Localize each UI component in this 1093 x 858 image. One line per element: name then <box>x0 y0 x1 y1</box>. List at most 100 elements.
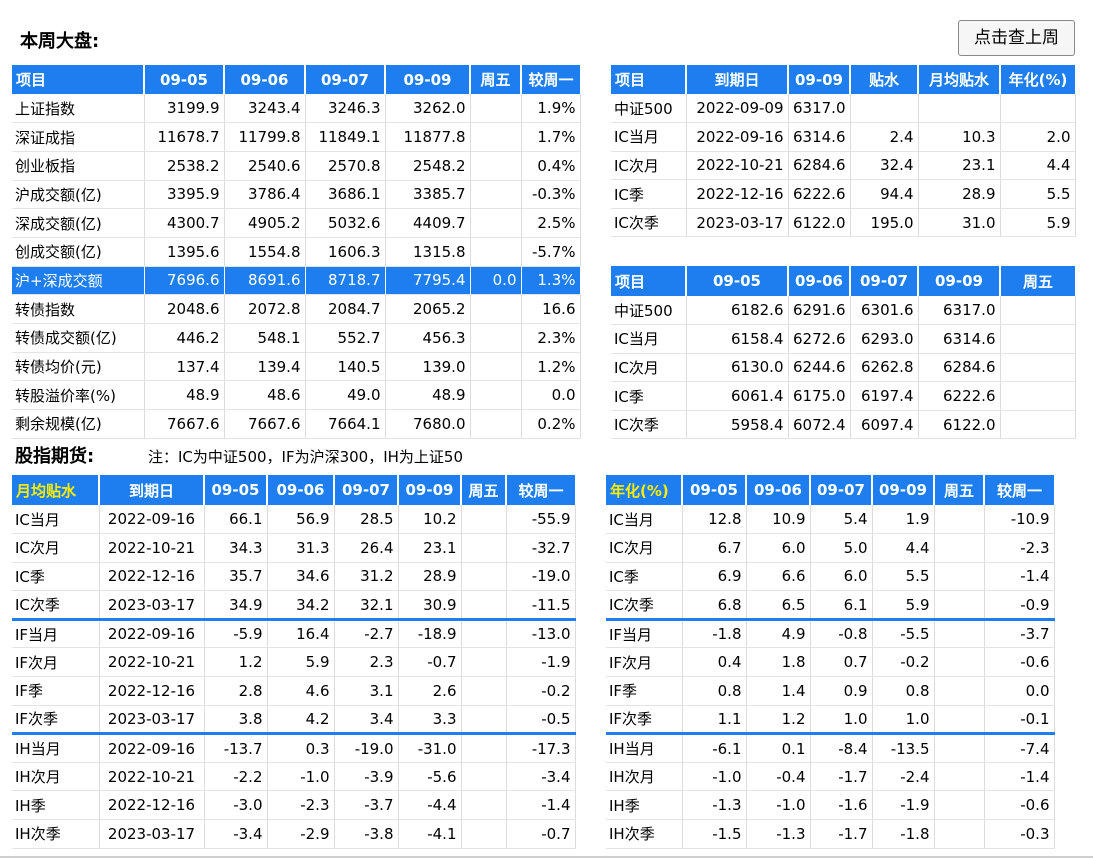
table-cell: 6314.6 <box>918 324 1001 354</box>
table-cell: 56.9 <box>267 505 335 535</box>
row-label: IF当月 <box>12 617 100 649</box>
row-label: IF次月 <box>606 647 683 678</box>
table-row: 沪+深成交额 7696.6 8691.6 8718.7 7795.4 0.0 1.3% <box>12 266 581 296</box>
table-cell <box>461 732 507 763</box>
table-cell: 30.9 <box>398 590 462 620</box>
view-last-week-button[interactable]: 点击查上周 <box>958 20 1075 56</box>
table-cell: 552.7 <box>305 323 386 353</box>
row-label: 剩余规模(亿) <box>12 409 145 439</box>
table-row: IF次月 0.4 1.8 0.7 -0.2 -0.6 <box>606 647 1055 678</box>
table-cell: 2.6 <box>398 676 462 706</box>
table-cell: 6130.0 <box>686 353 789 383</box>
table-cell: 2022-10-21 <box>99 762 205 792</box>
table-cell <box>934 590 985 620</box>
table-cell: 7680.0 <box>385 409 471 439</box>
table-cell: 23.1 <box>918 151 1001 181</box>
column-header: 09-06 <box>224 65 306 94</box>
table-cell: 2022-10-21 <box>99 647 205 678</box>
table-cell: -0.6 <box>984 647 1055 678</box>
table-cell: 34.3 <box>204 533 268 563</box>
table-cell: -0.2 <box>506 676 576 706</box>
table-cell: 2022-12-16 <box>99 790 205 821</box>
table-row: 创成交额(亿) 1395.6 1554.8 1606.3 1315.8 -5.7% <box>12 237 581 267</box>
table-cell: -1.7 <box>810 819 873 849</box>
row-label: IH次季 <box>12 819 100 849</box>
table-row: IH次月 -1.0 -0.4 -1.7 -2.4 -1.4 <box>606 762 1055 792</box>
column-header: 09-06 <box>267 475 335 505</box>
table-cell: -0.1 <box>984 705 1055 735</box>
table-cell: 6284.6 <box>788 151 851 181</box>
table-cell: 11849.1 <box>305 122 386 152</box>
column-header: 09-09 <box>872 475 935 505</box>
table-cell: -7.4 <box>984 732 1055 763</box>
table-cell: 6182.6 <box>686 296 789 326</box>
table-cell: 0.1 <box>746 732 811 763</box>
table-cell <box>470 180 522 210</box>
table-cell: -31.0 <box>398 732 462 763</box>
row-label: 转债均价(元) <box>12 352 145 382</box>
table-cell: 16.4 <box>267 617 335 649</box>
table-cell: -1.3 <box>746 819 811 849</box>
table-cell <box>470 237 522 267</box>
column-header: 项目 <box>611 266 687 296</box>
column-header: 09-09 <box>788 65 851 94</box>
table-cell <box>934 762 985 792</box>
table-cell: 7795.4 <box>385 266 471 296</box>
table-cell: 137.4 <box>144 352 225 382</box>
table-cell: -1.6 <box>810 790 873 821</box>
table-cell: -3.7 <box>334 790 399 821</box>
table-cell: 1.2% <box>521 352 581 382</box>
futures-note: 注：IC为中证500，IF为沪深300，IH为上证50 <box>148 448 464 466</box>
table-cell <box>461 762 507 792</box>
table-cell: 2022-09-16 <box>99 617 205 649</box>
table-cell: -3.0 <box>204 790 268 821</box>
table-cell: 5.9 <box>267 647 335 678</box>
table-cell: -2.3 <box>984 533 1055 563</box>
table-cell: 0.0 <box>984 676 1055 706</box>
column-header: 年化(%) <box>606 475 683 505</box>
table-cell: -6.1 <box>682 732 747 763</box>
table-cell: 34.9 <box>204 590 268 620</box>
table-cell: 1.4 <box>746 676 811 706</box>
table-cell: 28.5 <box>334 505 399 535</box>
table-cell: 10.2 <box>398 505 462 535</box>
column-header: 09-09 <box>918 266 1001 296</box>
table-cell <box>470 409 522 439</box>
row-label: IC次月 <box>12 533 100 563</box>
table-cell: 0.4 <box>682 647 747 678</box>
column-header: 月均贴水 <box>918 65 1001 94</box>
table-row: 转股溢价率(%) 48.9 48.6 49.0 48.9 0.0 <box>12 380 581 411</box>
table-cell: 2084.7 <box>305 294 386 324</box>
table-cell: 5.5 <box>872 562 935 592</box>
table-cell: 7667.6 <box>144 409 225 439</box>
table-cell: 2022-09-09 <box>686 94 789 124</box>
table-cell <box>470 294 522 324</box>
table-cell: 4.4 <box>872 533 935 563</box>
table-cell: -0.5 <box>506 705 576 735</box>
table-cell: -3.4 <box>506 762 576 792</box>
row-label: IC次月 <box>611 353 687 383</box>
table-cell: -2.7 <box>334 617 399 649</box>
table-cell <box>461 562 507 592</box>
table-cell: 7667.6 <box>224 409 306 439</box>
table-cell <box>934 533 985 563</box>
table-cell: 5032.6 <box>305 208 386 238</box>
table-cell: -4.1 <box>398 819 462 849</box>
table-cell: 2.3 <box>334 647 399 678</box>
table-cell: -3.4 <box>204 819 268 849</box>
table-cell: -19.0 <box>506 562 576 592</box>
table-row: 转债指数 2048.6 2072.8 2084.7 2065.2 16.6 <box>12 294 581 324</box>
row-label: 沪成交额(亿) <box>12 180 145 210</box>
table-cell <box>934 705 985 735</box>
column-header: 月均贴水 <box>12 475 100 505</box>
table-cell: 4905.2 <box>224 208 306 238</box>
table-cell: 2022-09-16 <box>99 505 205 535</box>
table-cell: -0.3 <box>984 819 1055 849</box>
table-cell: 94.4 <box>850 179 919 209</box>
table-cell: -11.5 <box>506 590 576 620</box>
column-header: 09-09 <box>398 475 462 505</box>
table-cell <box>934 562 985 592</box>
table-cell: 2.3% <box>521 323 581 353</box>
table-cell: -10.9 <box>984 505 1055 535</box>
